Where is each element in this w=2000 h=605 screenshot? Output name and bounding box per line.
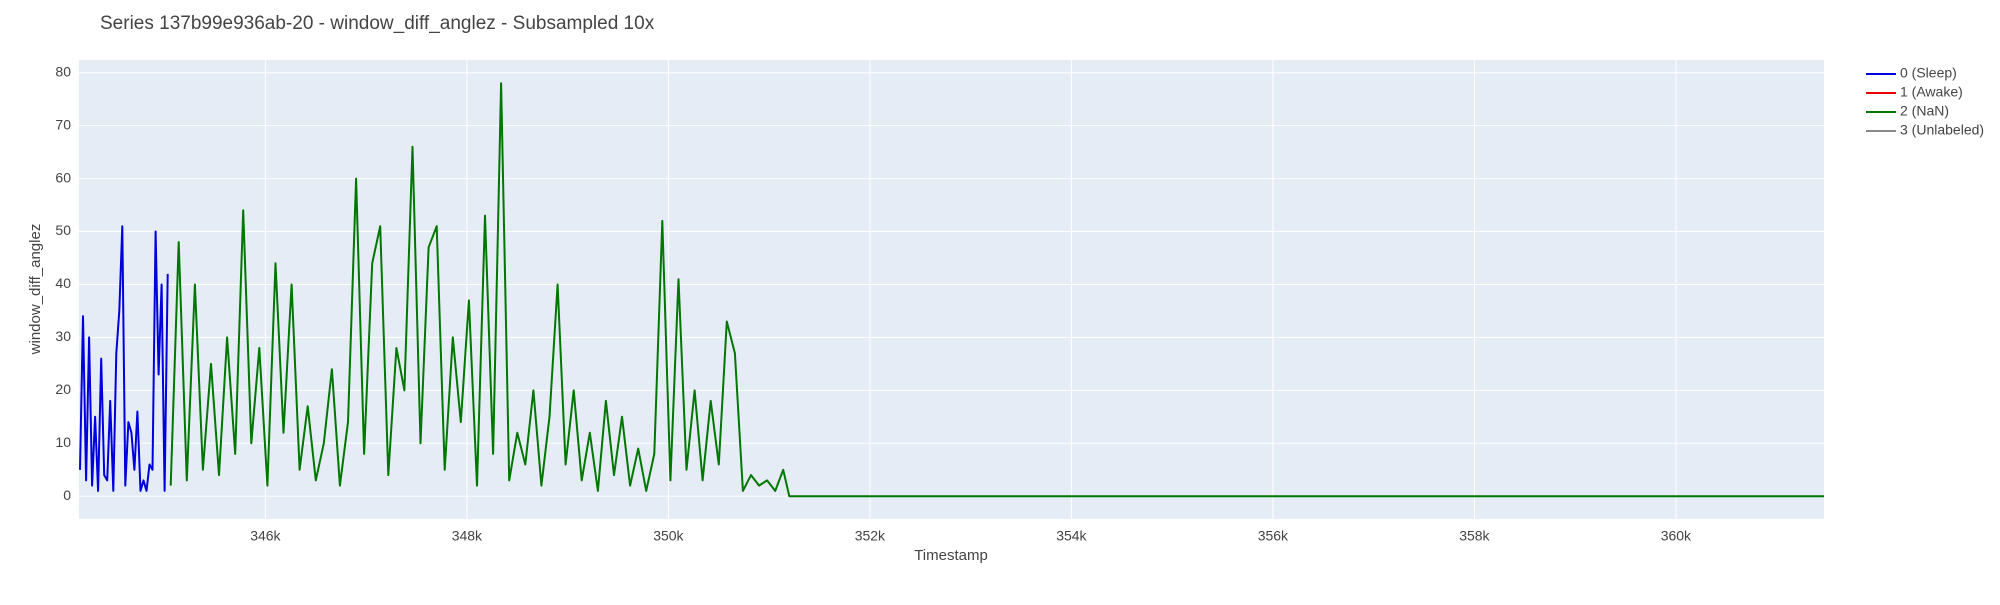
x-tick-label: 354k <box>1056 528 1087 544</box>
x-tick-label: 346k <box>250 528 281 544</box>
legend-label: 1 (Awake) <box>1900 84 1963 100</box>
y-axis-title: window_diff_anglez <box>27 224 44 356</box>
y-tick-label: 70 <box>55 116 71 132</box>
y-tick-label: 60 <box>55 169 71 185</box>
x-tick-label: 360k <box>1661 528 1692 544</box>
legend-label: 3 (Unlabeled) <box>1900 122 1984 138</box>
x-axis-title: Timestamp <box>914 547 988 564</box>
x-tick-label: 352k <box>855 528 886 544</box>
legend-label: 2 (NaN) <box>1900 103 1949 119</box>
x-tick-label: 348k <box>452 528 483 544</box>
y-tick-label: 10 <box>55 434 71 450</box>
y-tick-label: 0 <box>63 487 71 503</box>
x-tick-label: 356k <box>1258 528 1289 544</box>
legend-label: 0 (Sleep) <box>1900 65 1957 81</box>
plot-background <box>79 60 1824 519</box>
y-tick-label: 20 <box>55 381 71 397</box>
y-tick-label: 80 <box>55 63 71 79</box>
x-tick-label: 358k <box>1459 528 1490 544</box>
y-tick-label: 40 <box>55 275 71 291</box>
y-tick-label: 30 <box>55 328 71 344</box>
series-line <box>79 225 169 492</box>
chart-title: Series 137b99e936ab-20 - window_diff_ang… <box>100 13 655 34</box>
x-tick-label: 350k <box>653 528 684 544</box>
series-line <box>169 82 1824 498</box>
y-tick-label: 50 <box>55 222 71 238</box>
